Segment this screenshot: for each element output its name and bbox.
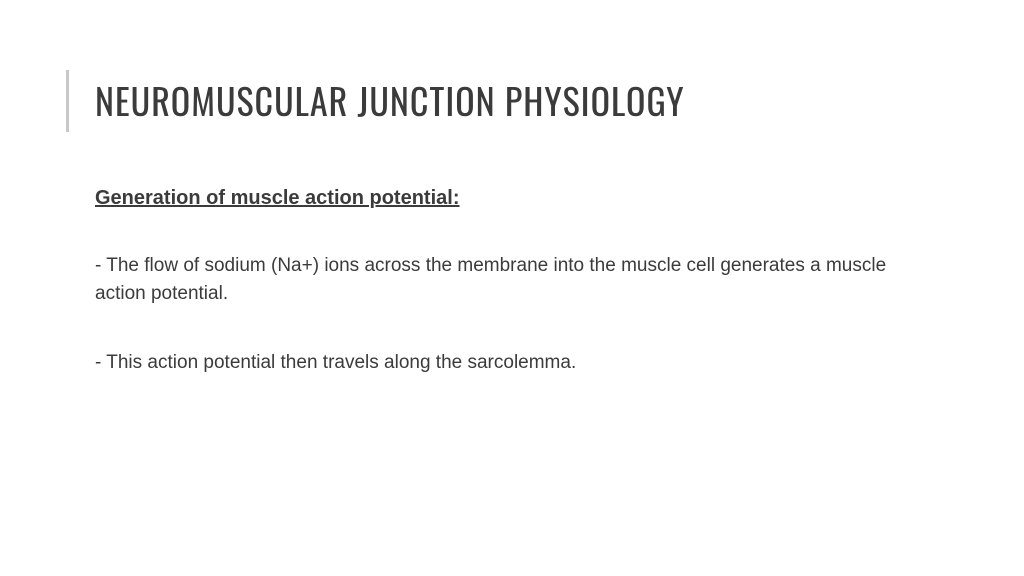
slide-title: NEUROMUSCULAR JUNCTION PHYSIOLOGY xyxy=(95,81,685,121)
section-subheading: Generation of muscle action potential: xyxy=(95,187,929,210)
bullet-1: - The flow of sodium (Na+) ions across t… xyxy=(95,252,925,307)
bullet-2: - This action potential then travels alo… xyxy=(95,349,925,377)
title-row: NEUROMUSCULAR JUNCTION PHYSIOLOGY xyxy=(66,70,929,132)
slide-container: NEUROMUSCULAR JUNCTION PHYSIOLOGY Genera… xyxy=(0,0,1024,576)
accent-bar xyxy=(66,70,69,132)
